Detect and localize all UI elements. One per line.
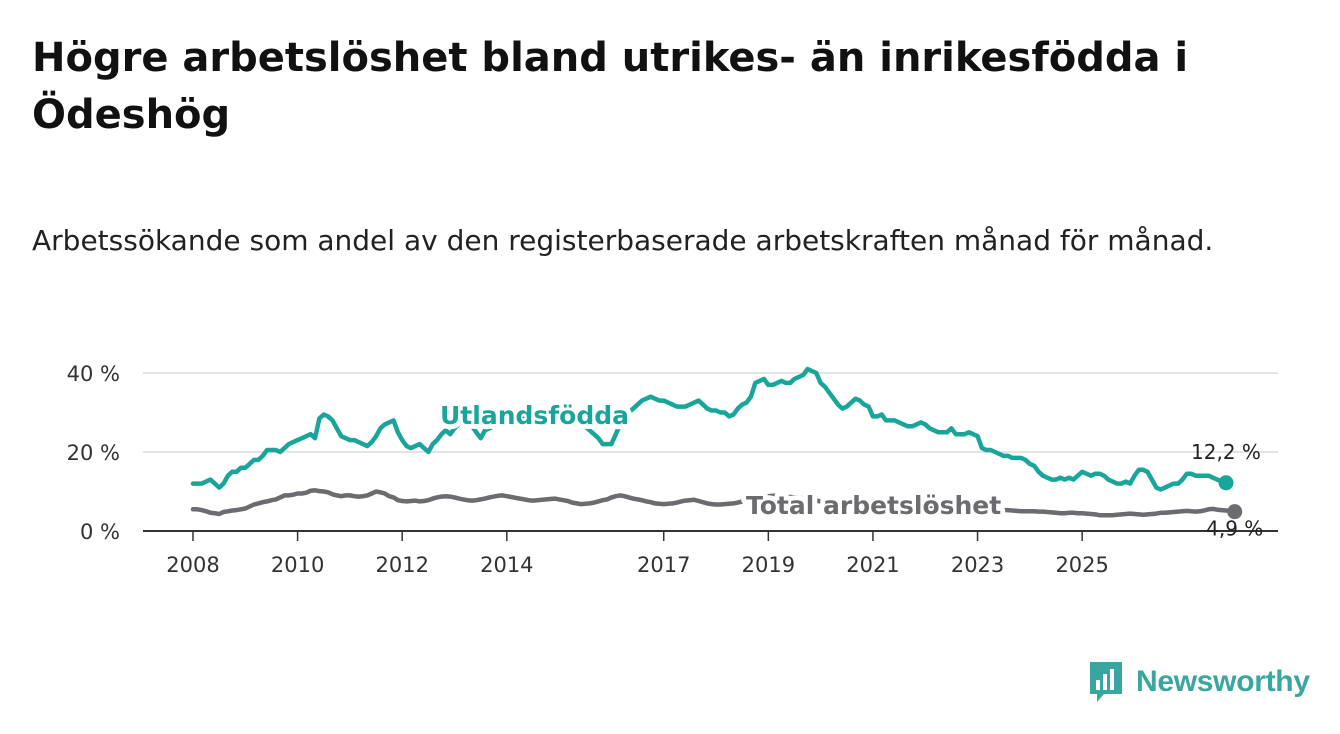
series-total: [190, 488, 1243, 520]
series-label: Total arbetslöshet: [746, 491, 1001, 520]
x-tick-label: 2010: [271, 553, 324, 577]
y-tick-label: 0 %: [80, 520, 120, 544]
x-tick-label: 2025: [1055, 553, 1108, 577]
series-end-point: [1227, 504, 1243, 520]
gridlines: [143, 372, 1278, 453]
x-tick-label: 2014: [480, 553, 533, 577]
x-tick-label: 2023: [951, 553, 1004, 577]
series-label-halo: Utlandsfödda: [440, 401, 629, 430]
y-tick-label: 20 %: [67, 441, 120, 465]
series-end-point: [1218, 475, 1234, 491]
brand-name: Newsworthy: [1136, 665, 1310, 698]
x-tick-label: 2012: [375, 553, 428, 577]
y-axis-ticks: 0 % 20 % 40 %: [67, 362, 120, 544]
x-tick-label: 2017: [637, 553, 690, 577]
series-label: Utlandsfödda: [440, 401, 629, 430]
series-line: [190, 366, 1229, 492]
series-label-halo: Total arbetslöshet: [746, 491, 1001, 520]
x-tick-label: 2019: [742, 553, 795, 577]
x-axis: 2008 2010 2012 2014 2017 2019 2021 2023 2025: [143, 530, 1278, 577]
end-value-label: 12,2 %: [1191, 440, 1261, 464]
x-tick-label: 2008: [166, 553, 219, 577]
series-utlandsfodda: [190, 366, 1234, 492]
chart-subtitle: Arbetssökande som andel av den registerb…: [32, 224, 1214, 257]
chart-title: Högre arbetslöshet bland utrikes- än inr…: [32, 35, 1189, 138]
newsworthy-logo-icon: [1090, 662, 1122, 702]
end-value-label: 4,9 %: [1206, 517, 1263, 541]
newsworthy-brand[interactable]: Newsworthy: [1088, 660, 1310, 704]
series-lines: [190, 366, 1243, 520]
series-line: [190, 488, 1237, 518]
y-tick-label: 40 %: [67, 362, 120, 386]
x-tick-label: 2021: [846, 553, 899, 577]
